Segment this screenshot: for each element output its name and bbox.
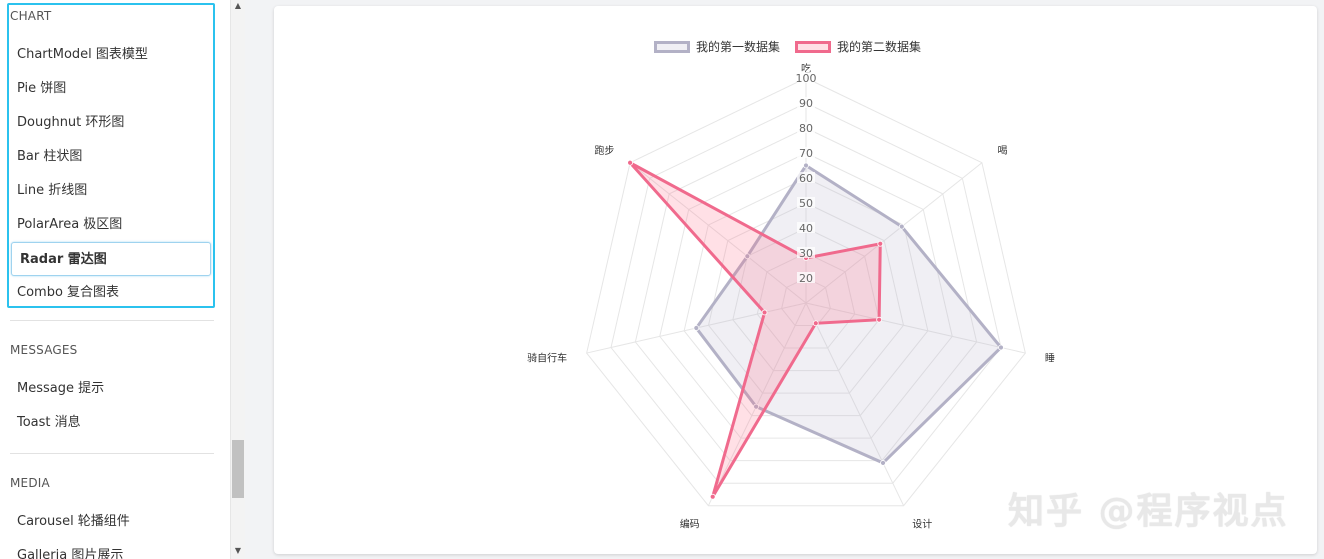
grid-ring bbox=[756, 252, 856, 349]
tick-label-bg bbox=[797, 72, 815, 83]
tick-label: 80 bbox=[799, 122, 813, 135]
grid-ring bbox=[659, 152, 953, 439]
grid-ring bbox=[586, 77, 1026, 507]
series-2-point bbox=[812, 320, 819, 327]
media-menu-items: Carousel 轮播组件 Galleria 图片展示 bbox=[0, 505, 220, 559]
sidebar-chart-item[interactable]: PolarArea 极区图 bbox=[17, 217, 123, 232]
series-1-point bbox=[744, 253, 751, 260]
grid-spoke bbox=[805, 302, 905, 506]
radar-series bbox=[627, 159, 1004, 500]
grid-ring bbox=[634, 127, 978, 462]
scroll-thumb[interactable] bbox=[232, 440, 244, 498]
tick-label-bg bbox=[797, 122, 815, 133]
legend-label-series-2: 我的第二数据集 bbox=[837, 40, 922, 54]
series-1-point bbox=[753, 403, 760, 410]
sidebar-chart-item[interactable]: Line 折线图 bbox=[17, 183, 88, 198]
series-2-point bbox=[876, 316, 883, 323]
series-1-point bbox=[693, 325, 700, 331]
chart-card: 我的第一数据集 我的第二数据集 吃喝睡设计 编码 骑自行车 跑步 20 30 40 50 60… bbox=[274, 6, 1317, 554]
series-1-point bbox=[803, 162, 809, 169]
axis-label: 睡 bbox=[1045, 352, 1055, 365]
tick-label: 70 bbox=[799, 147, 813, 160]
series-1-point bbox=[880, 460, 886, 466]
series-1-point bbox=[898, 223, 905, 230]
sidebar-chart-item[interactable]: ChartModel 图表模型 bbox=[17, 47, 148, 62]
tick-label-bg bbox=[797, 172, 815, 183]
tick-label-bg bbox=[797, 197, 815, 208]
grid-ring bbox=[610, 102, 1002, 484]
chart-section-header: CHART bbox=[10, 9, 52, 23]
tick-label: 30 bbox=[799, 247, 813, 260]
media-section-header: MEDIA bbox=[10, 476, 50, 490]
messages-menu-items: Message 提示 Toast 消息 bbox=[0, 372, 220, 440]
sidebar-chart-item[interactable]: Combo 复合图表 bbox=[17, 285, 120, 300]
grid-ring bbox=[781, 277, 831, 327]
series-1-point bbox=[998, 344, 1004, 351]
tick-label-bg bbox=[797, 247, 815, 258]
tick-label-bg bbox=[797, 147, 815, 158]
sidebar-media-item[interactable]: Carousel 轮播组件 bbox=[17, 514, 130, 529]
grid-ring bbox=[732, 227, 880, 372]
tick-label: 20 bbox=[799, 272, 813, 285]
legend-label-series-1: 我的第一数据集 bbox=[696, 40, 781, 54]
tick-label-bg bbox=[797, 222, 815, 233]
chart-menu-group: CHART ChartModel 图表模型 Pie 饼图 Doughnut 环形图 B… bbox=[7, 3, 215, 308]
legend-swatch-series-1 bbox=[654, 41, 690, 53]
scroll-up-icon[interactable]: ▲ bbox=[234, 1, 242, 10]
grid-ring bbox=[683, 177, 929, 417]
series-2-point bbox=[761, 309, 768, 316]
axis-label: 喝 bbox=[998, 145, 1008, 157]
series-2-point bbox=[709, 493, 716, 500]
chart-menu-items: ChartModel 图表模型 Pie 饼图 Doughnut 环形图 Bar 柱状图… bbox=[9, 38, 213, 310]
sidebar-messages-item[interactable]: Toast 消息 bbox=[17, 415, 81, 430]
legend-swatch-series-2 bbox=[795, 41, 831, 53]
sidebar: CHART ChartModel 图表模型 Pie 饼图 Doughnut 环形图 B… bbox=[0, 0, 230, 559]
axis-label: 吃 bbox=[801, 62, 811, 75]
divider bbox=[10, 453, 214, 454]
sidebar-scrollbar[interactable]: ▲ ▼ bbox=[230, 0, 245, 559]
scroll-down-icon[interactable]: ▼ bbox=[234, 546, 242, 555]
sidebar-chart-item[interactable]: Doughnut 环形图 bbox=[17, 115, 125, 130]
series-2-area bbox=[628, 161, 882, 498]
sidebar-chart-item[interactable]: Pie 饼图 bbox=[17, 81, 67, 96]
tick-label: 100 bbox=[796, 72, 817, 85]
axis-label: 骑自行车 bbox=[527, 352, 567, 365]
divider bbox=[10, 320, 214, 321]
tick-label: 60 bbox=[799, 172, 813, 185]
tick-label-bg bbox=[797, 97, 815, 108]
axis-label: 跑步 bbox=[594, 144, 614, 157]
series-2-point bbox=[627, 159, 633, 166]
tick-label: 50 bbox=[799, 197, 813, 210]
grid-ring bbox=[707, 202, 905, 394]
sidebar-messages-item[interactable]: Message 提示 bbox=[17, 381, 105, 396]
grid-spoke bbox=[805, 302, 1026, 354]
axis-label: 设计 bbox=[912, 518, 932, 531]
tick-label: 40 bbox=[799, 222, 813, 235]
grid-spoke bbox=[805, 162, 983, 304]
tick-label-bg bbox=[797, 272, 815, 283]
grid-spoke bbox=[629, 162, 807, 304]
messages-section-header: MESSAGES bbox=[10, 343, 78, 357]
sidebar-media-item[interactable]: Galleria 图片展示 bbox=[17, 548, 124, 559]
series-2-point bbox=[877, 240, 884, 247]
sidebar-chart-item[interactable]: Radar 雷达图 bbox=[11, 242, 211, 276]
sidebar-chart-item[interactable]: Bar 柱状图 bbox=[17, 149, 83, 164]
tick-label: 90 bbox=[799, 97, 813, 110]
radar-tick-labels: 20 30 40 50 60 70 80 90 100 bbox=[796, 72, 817, 285]
watermark: 知乎 @程序视点 bbox=[1008, 491, 1289, 532]
axis-label: 编码 bbox=[680, 518, 700, 531]
